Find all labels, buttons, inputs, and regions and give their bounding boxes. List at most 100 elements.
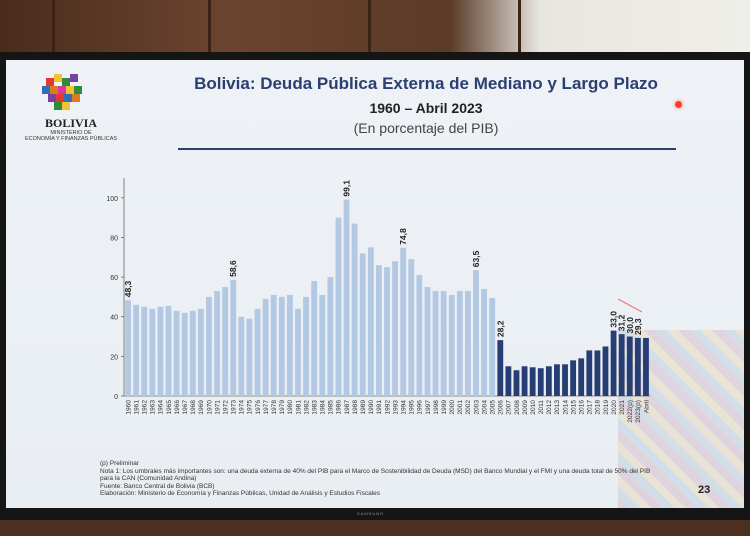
bar xyxy=(513,370,520,396)
bar xyxy=(278,296,285,396)
bar xyxy=(197,308,204,396)
x-tick-label: 2002 xyxy=(465,400,472,415)
bar xyxy=(303,296,309,396)
note-prepared-by: Elaboración: Ministerio de Economía y Fi… xyxy=(100,490,380,498)
data-label: 48,3 xyxy=(123,280,133,297)
data-label: 28,2 xyxy=(495,320,505,337)
bar xyxy=(311,281,318,396)
x-tick-label: 1973 xyxy=(230,400,237,415)
x-tick-label: 1985 xyxy=(328,400,335,415)
x-tick-label: 1979 xyxy=(279,400,286,415)
x-tick-label: 2006 xyxy=(498,400,505,415)
bar xyxy=(562,364,568,396)
bar xyxy=(570,360,577,396)
bar xyxy=(327,277,334,396)
x-tick-label: Abril xyxy=(643,400,650,414)
background-wall xyxy=(0,0,750,60)
x-tick-label: 1971 xyxy=(214,400,221,415)
x-tick-label: 1965 xyxy=(166,400,173,415)
x-tick-label: 1967 xyxy=(182,400,189,415)
x-tick-label: 2015 xyxy=(570,400,577,415)
x-tick-label: 1988 xyxy=(352,400,359,415)
bar xyxy=(489,297,496,396)
data-label: 99,1 xyxy=(342,180,352,197)
bar xyxy=(586,350,593,396)
y-tick-label: 80 xyxy=(110,235,118,242)
bar xyxy=(384,267,390,396)
bar xyxy=(537,368,544,396)
x-tick-label: 2014 xyxy=(562,400,569,415)
x-tick-label: 1995 xyxy=(409,400,416,415)
bar xyxy=(448,294,455,396)
x-tick-label: 1994 xyxy=(401,400,408,415)
x-tick-label: 2017 xyxy=(587,400,594,415)
logo-ministry-line1: MINISTERIO DE xyxy=(50,130,92,136)
bar xyxy=(189,310,196,396)
x-tick-label: 2013 xyxy=(554,400,561,415)
bar xyxy=(214,290,220,396)
data-label: 63,5 xyxy=(471,250,481,267)
chart-period: 1960 – Abril 2023 xyxy=(369,100,483,116)
x-tick-label: 2008 xyxy=(514,400,521,415)
note-thresholds: Nota 1: Los umbrales más importantes son… xyxy=(100,467,651,483)
x-tick-label: 2007 xyxy=(506,400,513,415)
data-label: 74,8 xyxy=(398,228,408,245)
x-tick-label: 1972 xyxy=(222,400,229,415)
wall-panel xyxy=(0,0,55,60)
bar xyxy=(505,366,512,396)
bar xyxy=(238,316,245,396)
x-tick-label: 2011 xyxy=(538,400,545,415)
bar xyxy=(602,346,609,396)
presentation-slide: BOLIVIA MINISTERIO DE ECONOMÍA Y FINANZA… xyxy=(6,60,744,508)
x-tick-label: 1992 xyxy=(384,400,391,415)
x-tick-label: 2023(p) xyxy=(635,400,642,423)
bar xyxy=(206,296,212,396)
ministry-logo-icon xyxy=(42,74,82,110)
bar xyxy=(594,350,601,396)
x-tick-label: 1962 xyxy=(141,400,148,415)
x-tick-label: 2020 xyxy=(611,400,618,415)
bar xyxy=(246,318,253,396)
bar xyxy=(416,275,423,396)
x-tick-label: 1974 xyxy=(239,400,246,415)
floor xyxy=(0,520,750,536)
y-tick-label: 0 xyxy=(114,394,118,401)
x-tick-label: 1982 xyxy=(303,400,310,415)
x-tick-label: 2012 xyxy=(546,400,553,415)
bar xyxy=(610,330,617,396)
bar xyxy=(165,305,172,396)
wall-panel xyxy=(368,0,521,60)
x-tick-label: 1969 xyxy=(198,400,205,415)
x-tick-label: 1990 xyxy=(368,400,375,415)
chart-unit: (En porcentaje del PIB) xyxy=(353,120,499,136)
bar xyxy=(149,308,156,396)
x-tick-label: 2016 xyxy=(579,400,586,415)
bar xyxy=(626,336,633,396)
bar xyxy=(343,199,350,396)
logo-ministry-line2: ECONOMÍA Y FINANZAS PÚBLICAS xyxy=(24,136,118,142)
tv-brand-label: SAMSUNG xyxy=(357,511,385,516)
laser-pointer-dot xyxy=(675,101,682,108)
x-tick-label: 1986 xyxy=(336,400,343,415)
bar xyxy=(295,308,301,396)
x-tick-label: 1997 xyxy=(425,400,432,415)
x-tick-label: 1963 xyxy=(150,400,157,415)
x-tick-label: 2005 xyxy=(490,400,497,415)
x-tick-label: 2004 xyxy=(481,400,488,415)
chart-title: Bolivia: Deuda Pública Externa de Median… xyxy=(194,74,658,93)
bar xyxy=(521,366,528,396)
x-tick-label: 1983 xyxy=(312,400,319,415)
bar xyxy=(497,340,504,396)
x-tick-label: 1999 xyxy=(441,400,448,415)
bar xyxy=(157,306,164,396)
bar xyxy=(286,294,293,396)
bar xyxy=(456,290,463,396)
bar xyxy=(359,253,366,396)
bar xyxy=(578,358,585,396)
data-label: 30,0 xyxy=(625,317,635,334)
bar xyxy=(351,223,358,396)
footnotes: (p) Preliminar Nota 1: Los umbrales más … xyxy=(100,460,660,498)
bar xyxy=(545,366,552,396)
x-tick-label: 1998 xyxy=(433,400,440,415)
data-label: 31,2 xyxy=(617,314,627,331)
